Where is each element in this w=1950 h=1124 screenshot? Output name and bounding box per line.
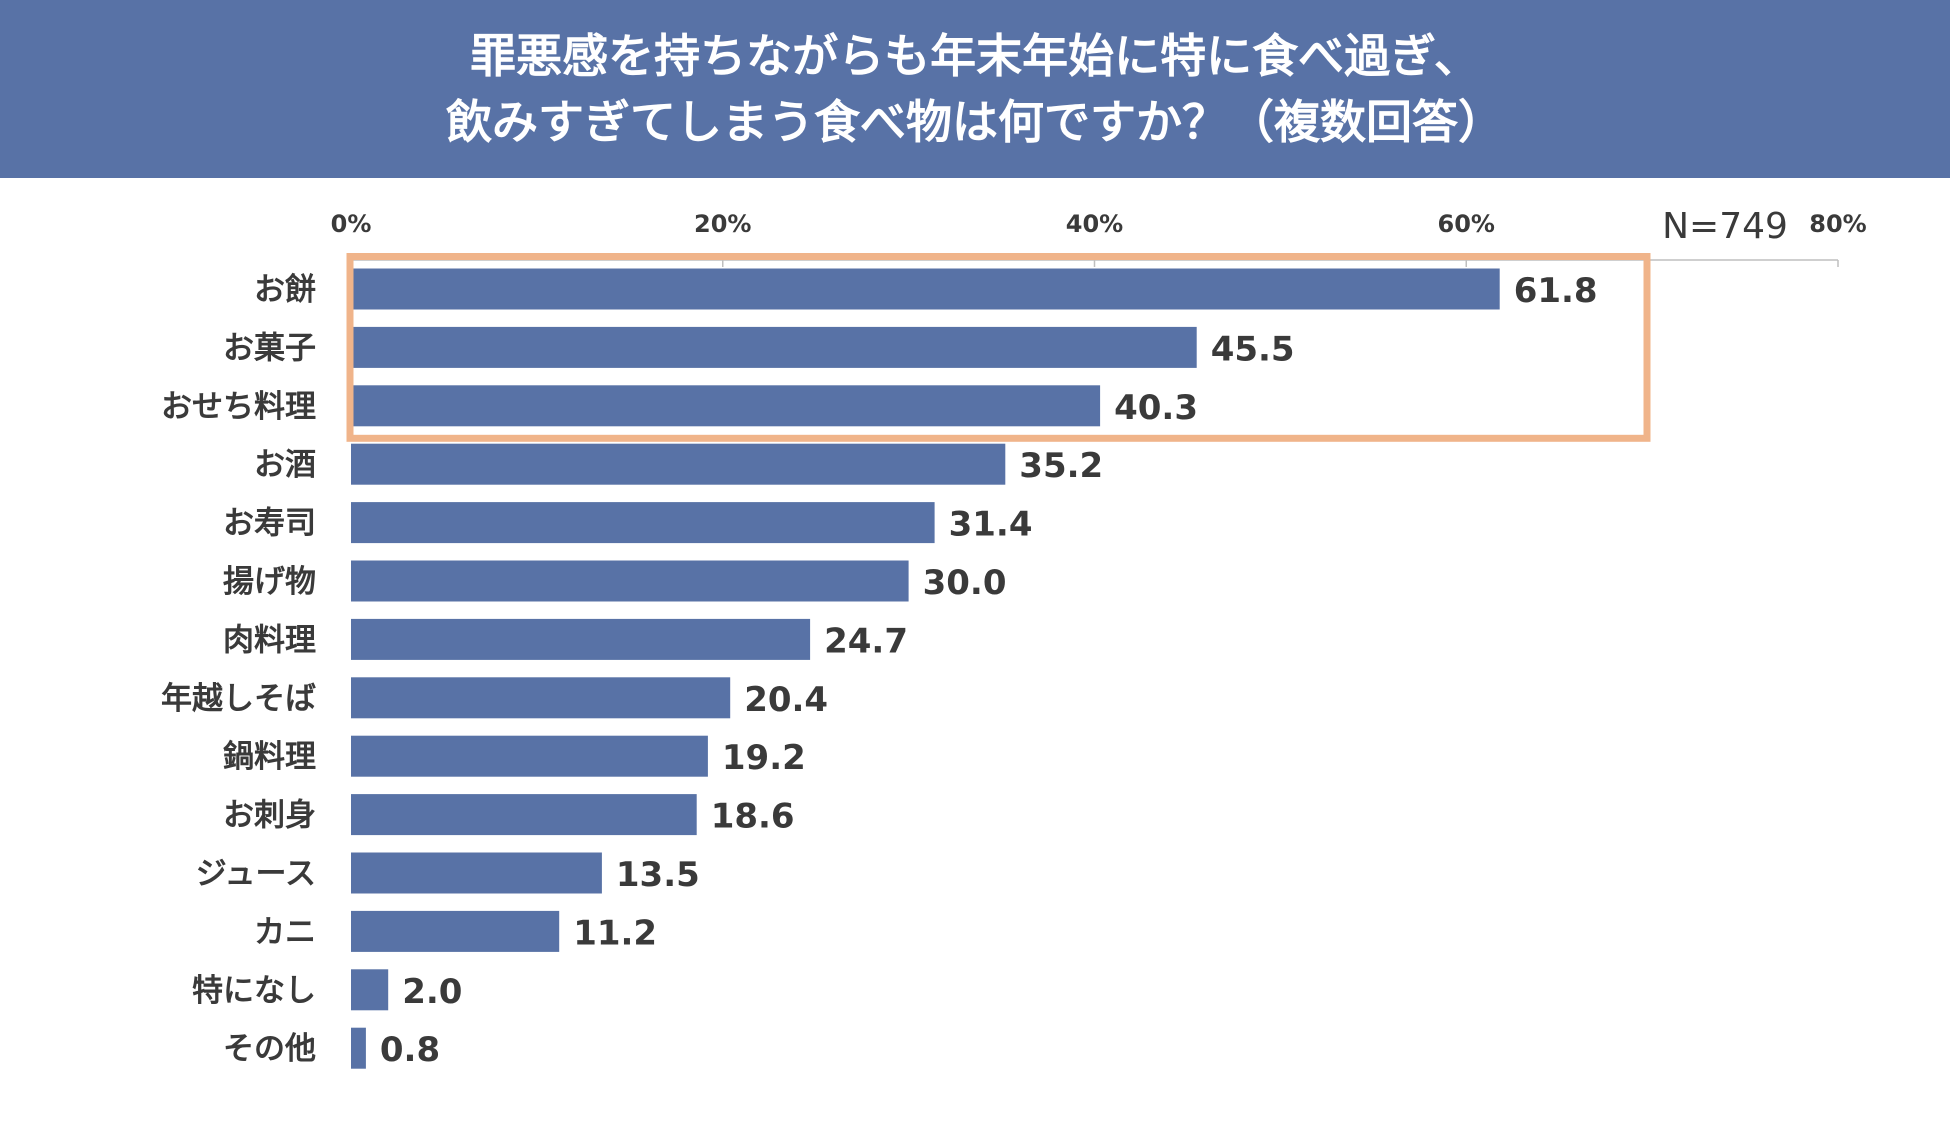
x-tick-label: 0% — [331, 210, 372, 238]
x-tick-label: 80% — [1809, 210, 1866, 238]
value-label: 40.3 — [1114, 388, 1198, 428]
bar — [351, 677, 731, 719]
value-label: 24.7 — [824, 621, 908, 661]
value-label: 2.0 — [402, 972, 462, 1012]
bar — [351, 502, 935, 544]
category-label: お菓子 — [223, 330, 316, 366]
category-label: 肉料理 — [223, 622, 316, 658]
category-label: お酒 — [254, 447, 316, 483]
value-label: 35.2 — [1019, 446, 1103, 486]
category-label: 年越しそば — [161, 681, 316, 717]
value-label: 61.8 — [1514, 271, 1598, 311]
category-label: その他 — [223, 1031, 316, 1067]
value-label: 30.0 — [923, 563, 1007, 603]
x-tick-label: 20% — [694, 210, 751, 238]
value-label: 31.4 — [949, 505, 1033, 545]
chart-title-line-2: 飲みすぎてしまう食べ物は何ですか？（複数回答） — [446, 95, 1504, 149]
bar — [351, 910, 560, 952]
bar — [351, 326, 1197, 368]
chart-header: 罪悪感を持ちながらも年末年始に特に食べ過ぎ、 飲みすぎてしまう食べ物は何ですか？… — [0, 0, 1950, 178]
value-label: 11.2 — [573, 913, 657, 953]
x-tick-label: 40% — [1066, 210, 1123, 238]
bar — [351, 969, 389, 1011]
category-label: カニ — [254, 914, 316, 950]
category-label: 特になし — [192, 973, 316, 1009]
value-label: 13.5 — [616, 855, 700, 895]
category-label: 鍋料理 — [223, 739, 316, 775]
category-label: お寿司 — [223, 506, 316, 542]
bar — [351, 618, 811, 660]
category-label: お刺身 — [223, 798, 316, 834]
bar-chart: 0% 20% 40% 60% 80% N=749 お餅 61.8 お菓子 45.5 おせち料理 40.… — [161, 206, 1867, 1070]
category-label: 揚げ物 — [223, 564, 316, 600]
value-label: 0.8 — [380, 1030, 440, 1070]
x-tick-label: 60% — [1438, 210, 1495, 238]
bar — [351, 385, 1101, 427]
value-label: 19.2 — [722, 738, 806, 778]
bar — [351, 735, 708, 777]
bar — [351, 794, 697, 836]
value-label: 18.6 — [711, 797, 795, 837]
category-label: ジュース — [196, 856, 316, 892]
chart-title-line-1: 罪悪感を持ちながらも年末年始に特に食べ過ぎ、 — [470, 29, 1480, 83]
bar — [351, 1027, 366, 1069]
value-label: 45.5 — [1211, 329, 1295, 369]
sample-size-label: N=749 — [1662, 206, 1788, 247]
highlight-box — [346, 253, 1651, 442]
value-label: 20.4 — [744, 680, 828, 720]
bar — [351, 852, 602, 894]
bar — [351, 560, 909, 602]
category-label: お餅 — [254, 272, 316, 308]
bar — [351, 443, 1006, 485]
bar — [351, 268, 1500, 310]
category-label: おせち料理 — [161, 389, 316, 425]
